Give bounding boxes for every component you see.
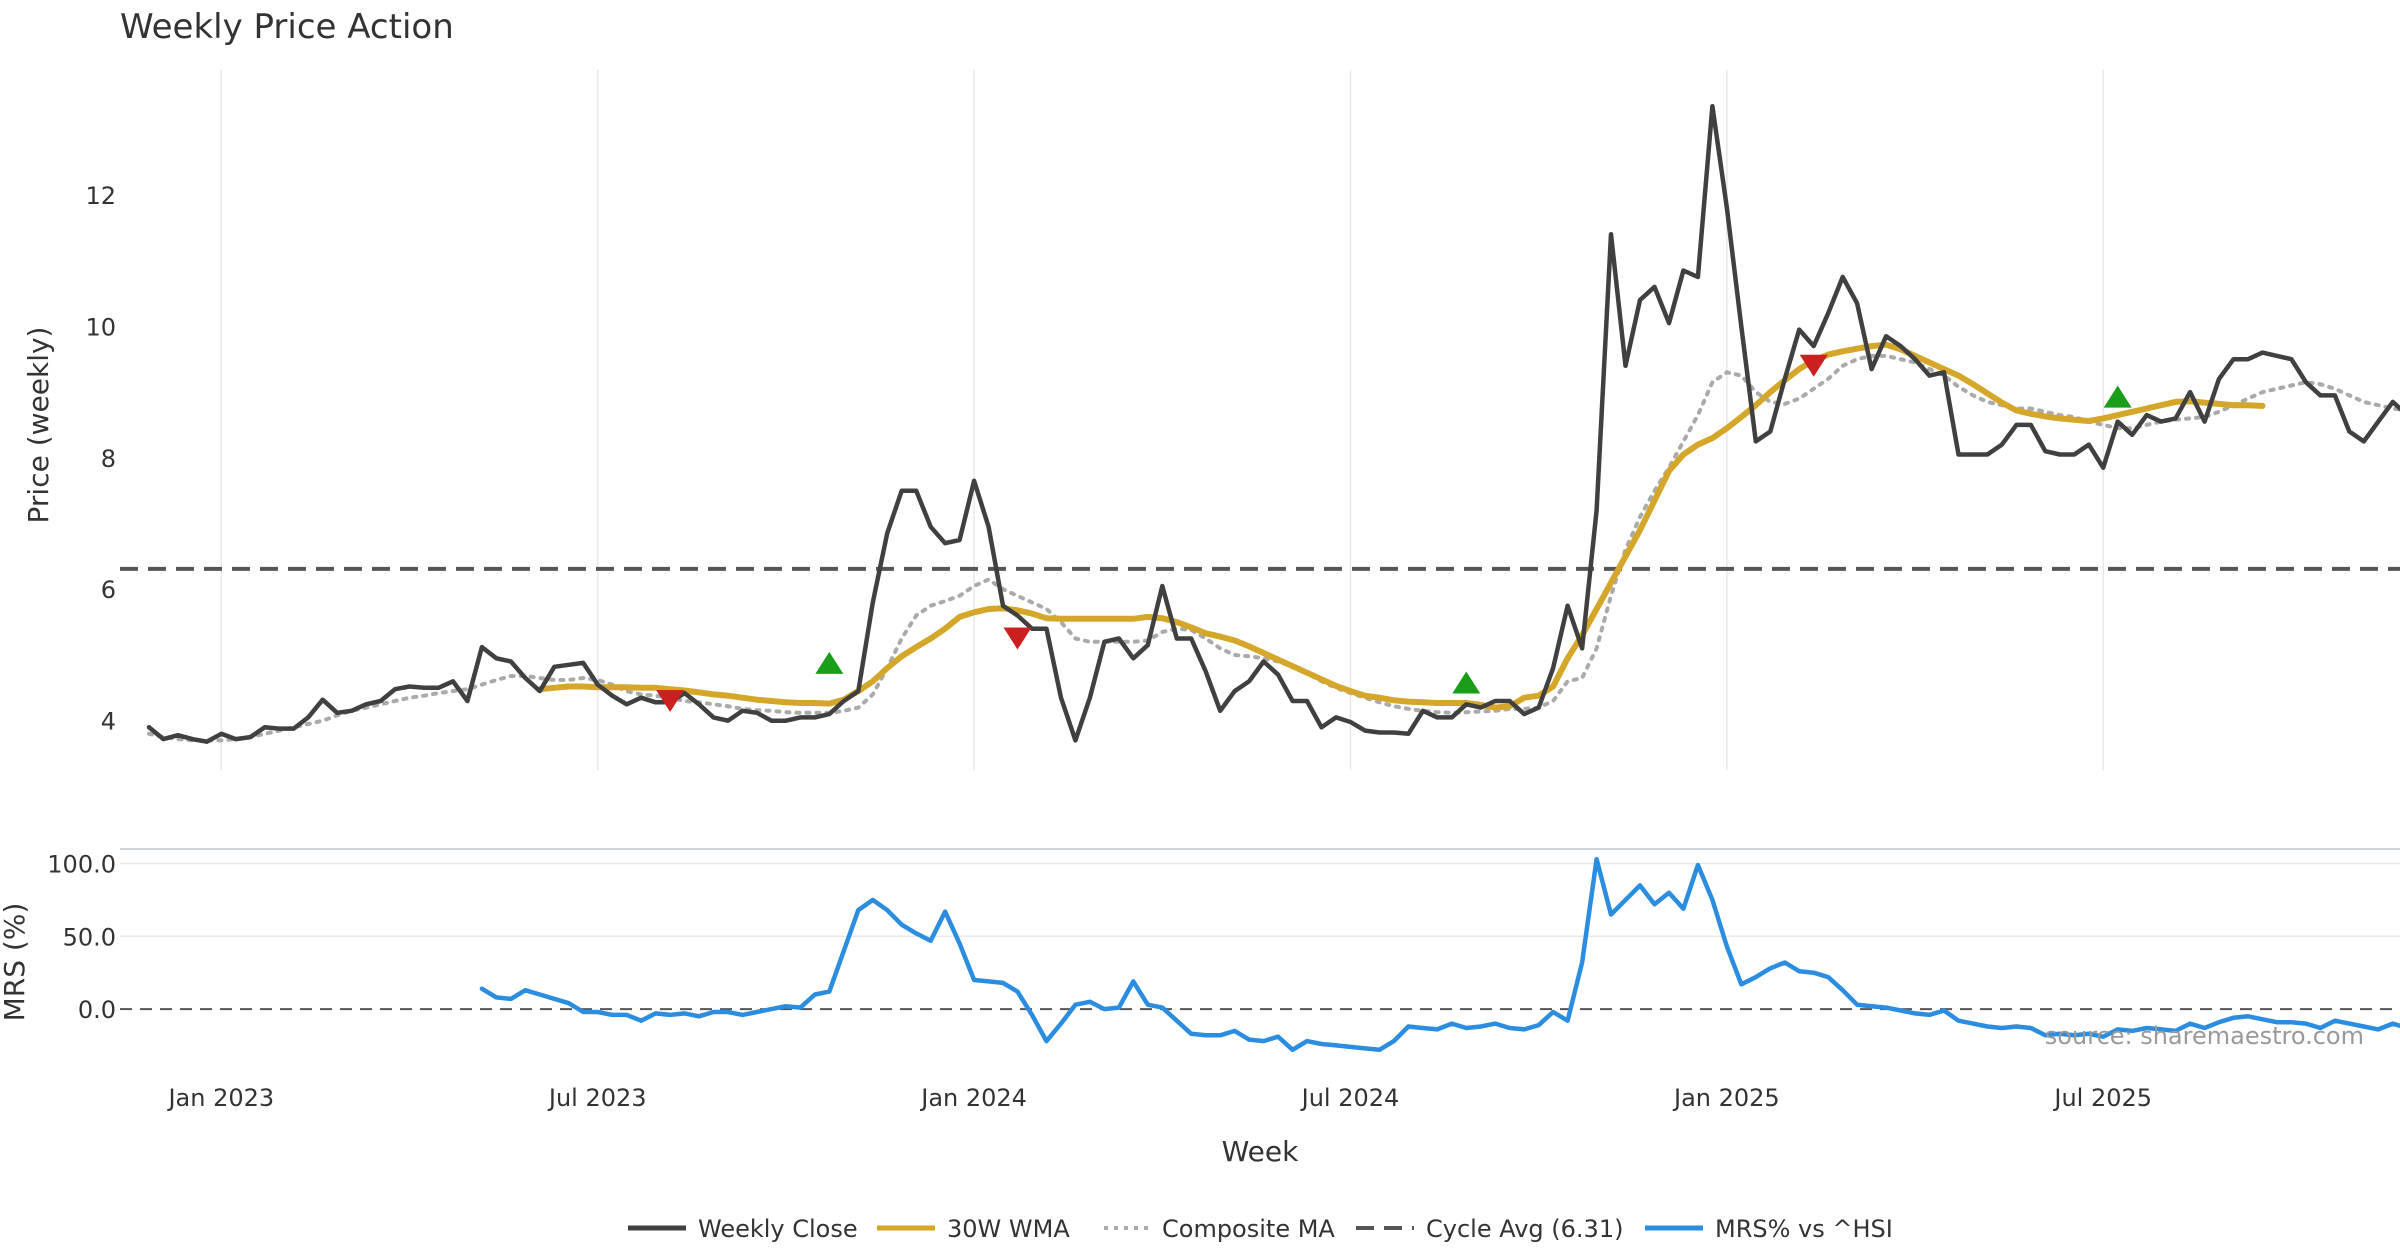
x-tick-labels: Jan 2023 Jul 2023 Jan 2024 Jul 2024 Jan 2025… xyxy=(166,1084,2152,1112)
x-tick-label: Jan 2024 xyxy=(919,1084,1027,1112)
x-axis-label: Week xyxy=(1222,1135,1299,1168)
price-y-axis-label: Price (weekly) xyxy=(22,327,55,524)
plot-series xyxy=(120,103,2400,1053)
legend-label-weekly-close: Weekly Close xyxy=(698,1215,858,1243)
signal-markers xyxy=(656,354,2132,712)
price-y-tick-label: 12 xyxy=(85,182,116,210)
sell-signal-marker xyxy=(1003,627,1032,650)
mrs-y-axis-label: MRS (%) xyxy=(0,903,31,1022)
wma-30w-line xyxy=(536,341,2266,711)
price-y-ticks: 4 6 8 10 12 xyxy=(85,182,116,736)
mrs-y-tick-label: 0.0 xyxy=(78,996,116,1024)
legend: Weekly Close 30W WMA Composite MA Cycle … xyxy=(628,1215,1893,1243)
mrs-y-ticks: 0.0 50.0 100.0 xyxy=(47,851,116,1025)
x-tick-label: Jul 2024 xyxy=(1300,1084,1400,1112)
x-tick-label: Jul 2025 xyxy=(2052,1084,2152,1112)
source-credit: source: sharemaestro.com xyxy=(2045,1022,2364,1050)
x-tick-label: Jul 2023 xyxy=(547,1084,647,1112)
buy-signal-marker xyxy=(1452,671,1481,694)
mrs-line xyxy=(479,856,2400,1053)
mrs-y-tick-label: 50.0 xyxy=(63,923,116,951)
x-tick-label: Jan 2023 xyxy=(166,1084,274,1112)
composite-ma-line xyxy=(147,353,2400,743)
legend-label-mrs: MRS% vs ^HSI xyxy=(1715,1215,1893,1243)
price-y-tick-label: 6 xyxy=(101,576,116,604)
buy-signal-marker xyxy=(815,651,844,674)
price-y-tick-label: 4 xyxy=(101,708,116,736)
legend-label-wma: 30W WMA xyxy=(947,1215,1070,1243)
price-y-tick-label: 8 xyxy=(101,445,116,473)
chart-title: Weekly Price Action xyxy=(120,7,454,47)
mrs-gridlines xyxy=(120,862,2400,1011)
price-y-tick-label: 10 xyxy=(85,313,116,341)
x-tick-label: Jan 2025 xyxy=(1672,1084,1780,1112)
weekly-close-line xyxy=(146,103,2400,744)
vertical-gridlines xyxy=(220,70,2104,770)
sell-signal-marker xyxy=(1799,354,1828,377)
legend-label-composite: Composite MA xyxy=(1162,1215,1335,1243)
legend-label-cycle-avg: Cycle Avg (6.31) xyxy=(1426,1215,1623,1243)
mrs-y-tick-label: 100.0 xyxy=(47,851,116,879)
buy-signal-marker xyxy=(2103,385,2132,408)
sell-signal-marker xyxy=(656,689,685,712)
